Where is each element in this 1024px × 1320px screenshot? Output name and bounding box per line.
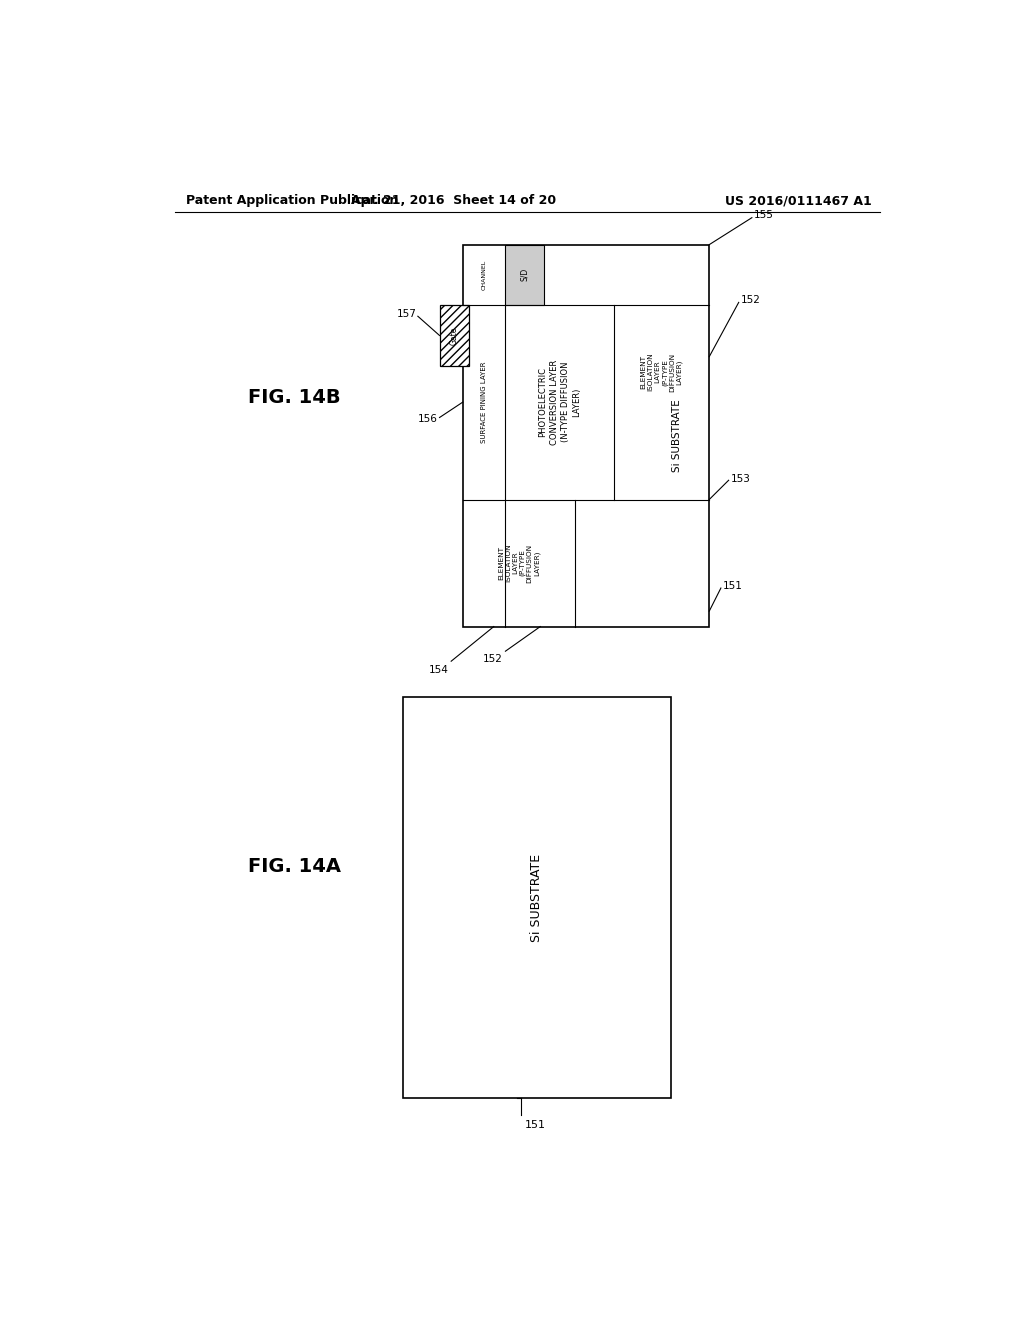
Text: SURFACE PINING LAYER: SURFACE PINING LAYER xyxy=(481,362,487,442)
Text: Si SUBSTRATE: Si SUBSTRATE xyxy=(672,399,682,473)
Text: 153: 153 xyxy=(731,474,751,483)
Text: PHOTOELECTRIC
CONVERSION LAYER
(N-TYPE DIFFUSION
LAYER): PHOTOELECTRIC CONVERSION LAYER (N-TYPE D… xyxy=(539,359,581,445)
Text: US 2016/0111467 A1: US 2016/0111467 A1 xyxy=(725,194,872,207)
Bar xyxy=(439,305,469,367)
Text: CHANNEL: CHANNEL xyxy=(481,260,486,290)
Bar xyxy=(463,244,710,627)
Text: Si SUBSTRATE: Si SUBSTRATE xyxy=(530,854,544,941)
Text: FIG. 14A: FIG. 14A xyxy=(248,857,341,876)
Text: S/D: S/D xyxy=(520,268,529,281)
Text: 154: 154 xyxy=(429,665,449,675)
Text: FIG. 14B: FIG. 14B xyxy=(248,388,341,407)
Text: 156: 156 xyxy=(418,414,437,424)
Bar xyxy=(403,697,671,1098)
Text: 152: 152 xyxy=(741,296,761,305)
Bar xyxy=(506,244,544,305)
Text: 151: 151 xyxy=(723,581,743,591)
Text: Patent Application Publication: Patent Application Publication xyxy=(186,194,398,207)
Text: 155: 155 xyxy=(755,210,774,220)
Text: ELEMENT
ISOLATION
LAYER
(P-TYPE
DIFFUSION
LAYER): ELEMENT ISOLATION LAYER (P-TYPE DIFFUSIO… xyxy=(641,352,683,392)
Text: 157: 157 xyxy=(396,309,417,319)
Text: 152: 152 xyxy=(483,653,503,664)
Text: Gate: Gate xyxy=(450,326,459,345)
Text: ELEMENT
ISOLATION
LAYER
(P-TYPE
DIFFUSION
LAYER): ELEMENT ISOLATION LAYER (P-TYPE DIFFUSIO… xyxy=(498,544,540,582)
Text: Apr. 21, 2016  Sheet 14 of 20: Apr. 21, 2016 Sheet 14 of 20 xyxy=(351,194,556,207)
Text: 151: 151 xyxy=(525,1119,546,1130)
